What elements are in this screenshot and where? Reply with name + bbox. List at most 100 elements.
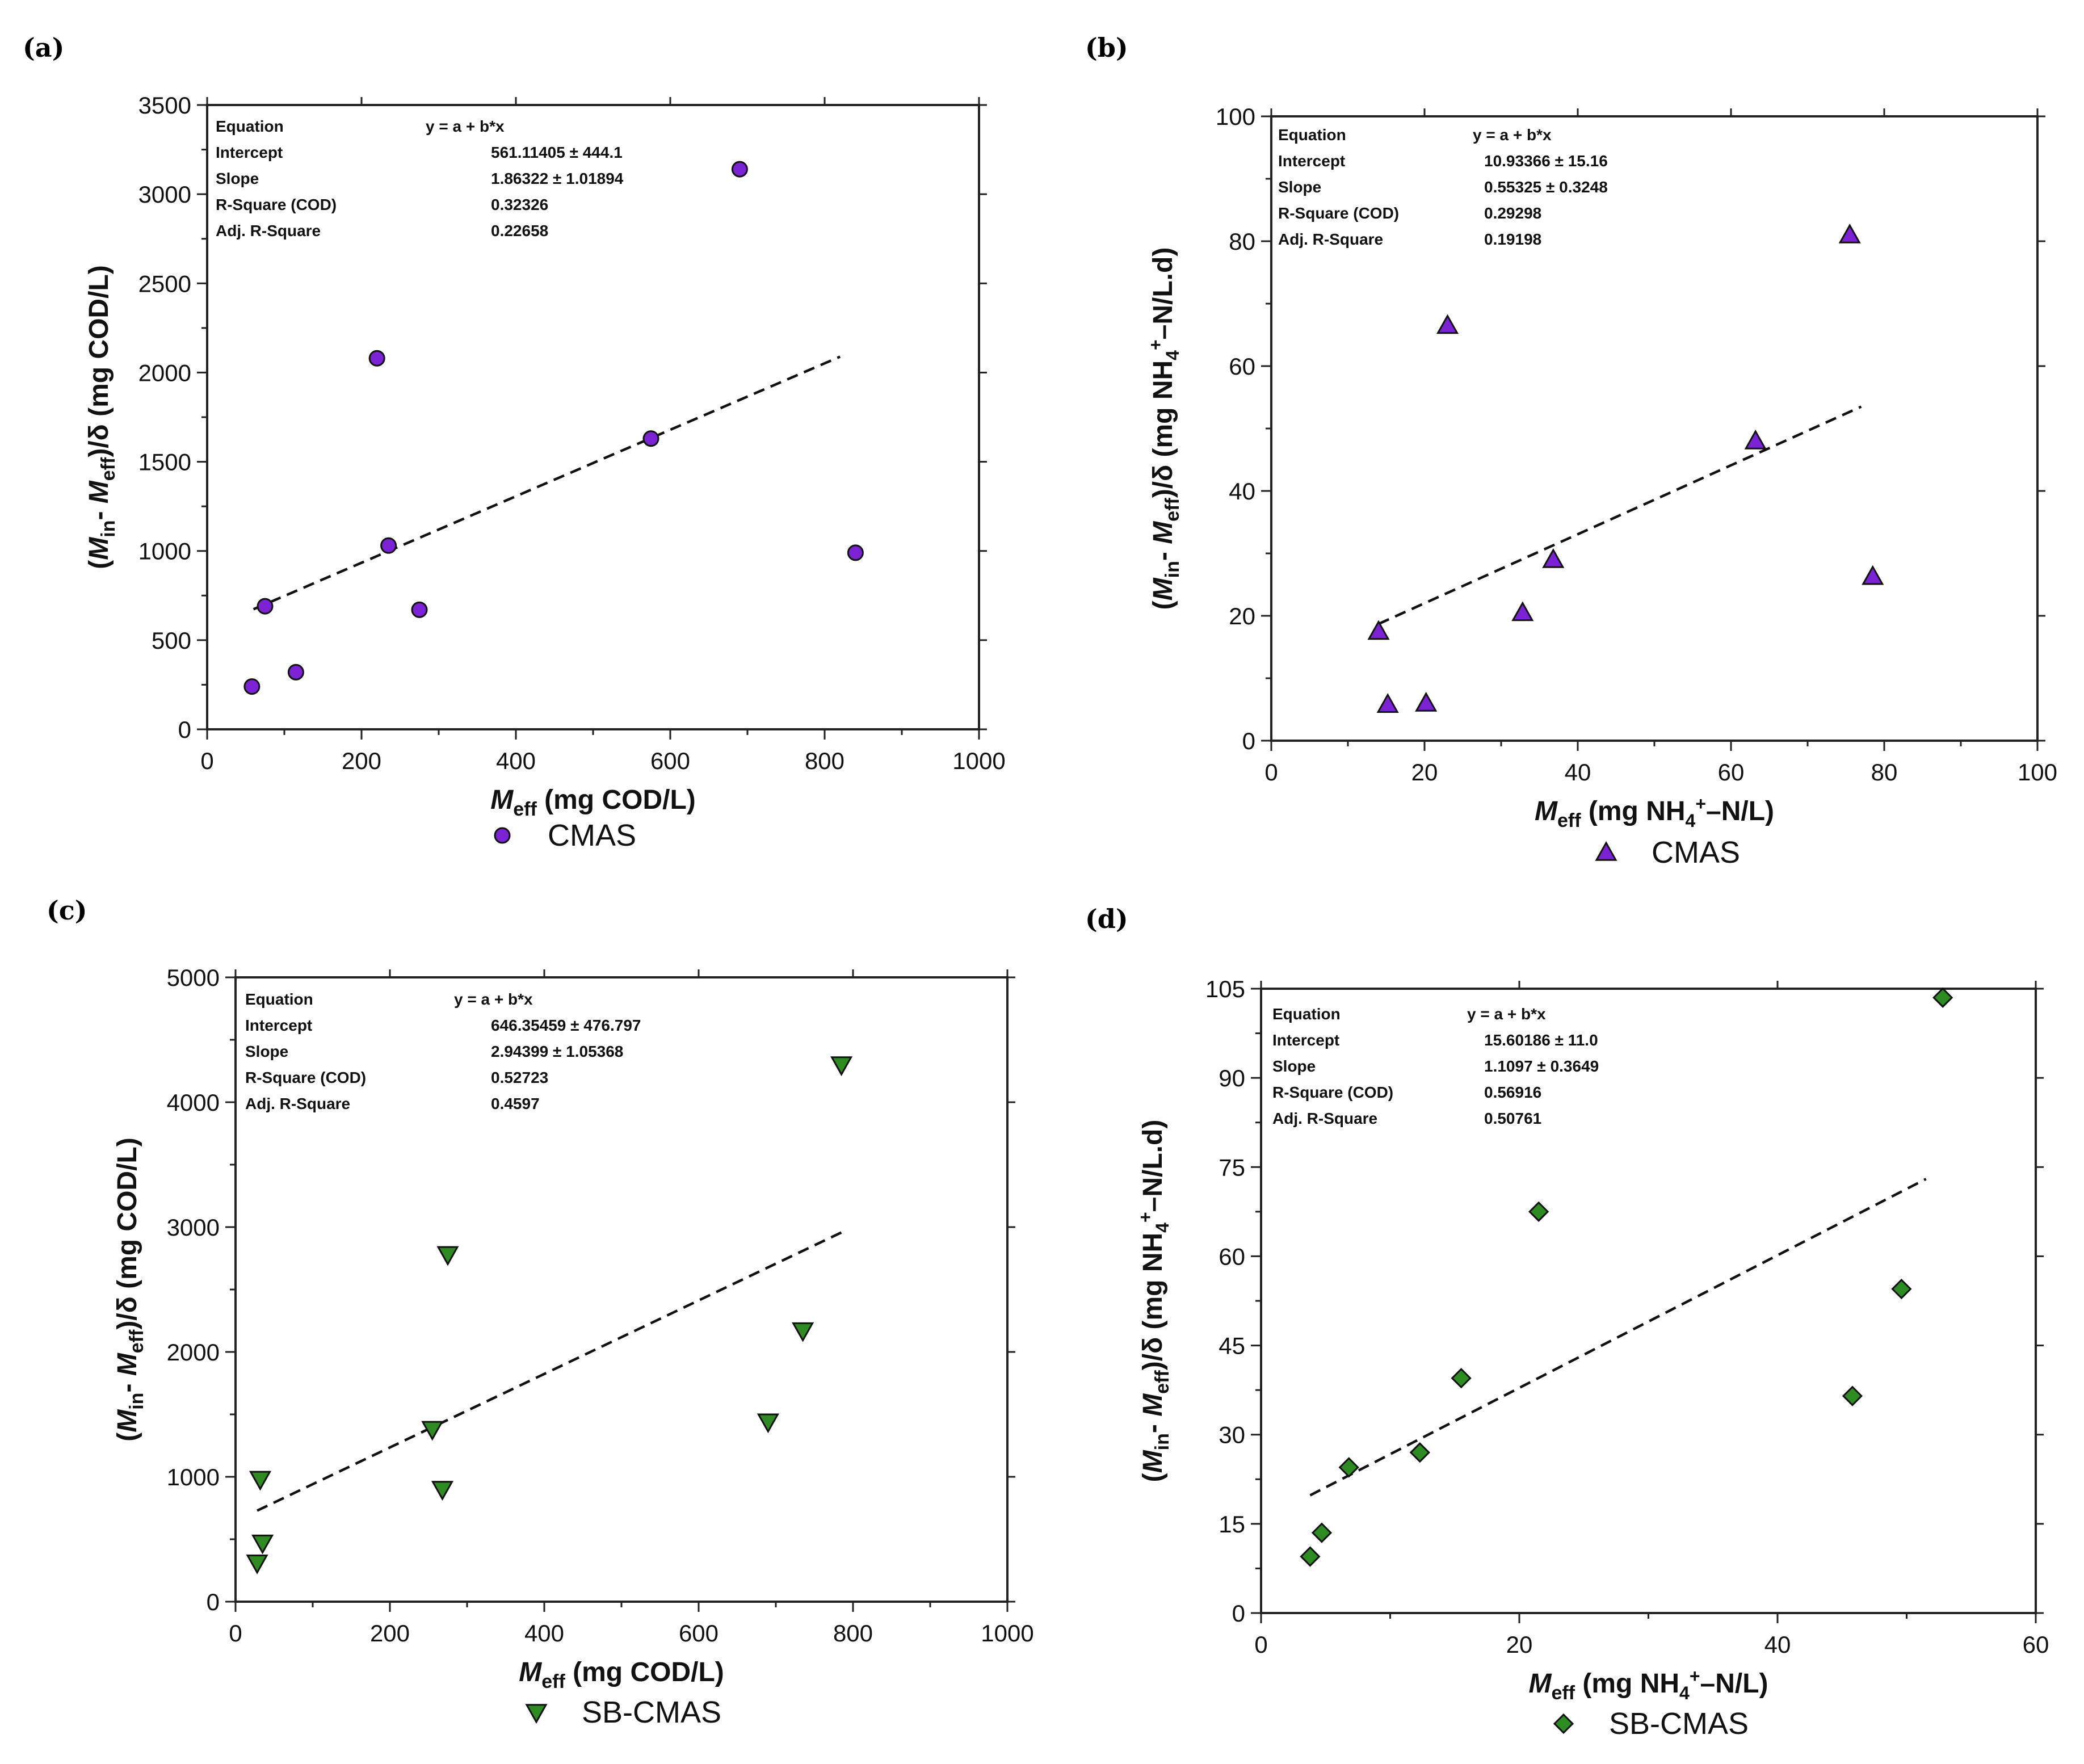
stats-value: y = a + b*x [1473, 126, 1552, 144]
legend-marker [494, 827, 511, 844]
data-point [1415, 691, 1438, 712]
panel-letter: (b) [1085, 32, 1128, 63]
data-point [421, 1421, 444, 1441]
y-tick-label: 75 [1219, 1154, 1245, 1181]
data-point [847, 544, 864, 561]
data-point [436, 1246, 459, 1266]
data-point [287, 663, 304, 681]
x-tick-label: 1000 [981, 1620, 1033, 1647]
stats-label: Adj. R-Square [245, 1095, 350, 1112]
y-tick-label: 60 [1229, 353, 1255, 380]
stats-value: 0.50761 [1484, 1110, 1541, 1127]
y-tick-label: 45 [1219, 1333, 1245, 1359]
stats-label: Equation [245, 990, 313, 1008]
stats-label: Slope [1272, 1057, 1316, 1075]
stats-value: y = a + b*x [426, 117, 505, 135]
x-tick-label: 600 [679, 1620, 719, 1647]
panel-letter: (c) [47, 895, 87, 926]
x-tick-label: 60 [1718, 759, 1745, 786]
data-point [792, 1322, 814, 1342]
stats-value: 561.11405 ± 444.1 [491, 144, 623, 161]
x-tick-label: 800 [833, 1620, 873, 1647]
x-axis-title: Meff (mg COD/L) [519, 1657, 724, 1692]
x-tick-label: 20 [1411, 759, 1438, 786]
legend-label: CMAS [1652, 835, 1740, 870]
x-tick-label: 200 [342, 747, 381, 774]
x-tick-label: 200 [370, 1620, 410, 1647]
y-tick-label: 3500 [138, 92, 191, 119]
stats-label: Slope [245, 1043, 288, 1060]
x-tick-label: 0 [200, 747, 213, 774]
stats-value: 2.94399 ± 1.05368 [491, 1043, 623, 1060]
y-tick-label: 80 [1229, 228, 1255, 255]
stats-value: 0.56916 [1484, 1083, 1541, 1101]
data-point [1338, 1457, 1359, 1478]
x-tick-label: 0 [1264, 759, 1278, 786]
data-point [1862, 565, 1884, 585]
y-tick-label: 0 [1242, 728, 1255, 754]
stats-label: R-Square (COD) [216, 196, 337, 213]
stats-value: 0.29298 [1484, 204, 1541, 222]
data-point [246, 1555, 268, 1574]
chart-panel-1: (a) 0 200 400 600 800 1000 0 500 1000 1500 2000 2500… [23, 32, 1006, 852]
legend-marker [1553, 1713, 1574, 1734]
y-tick-label: 0 [178, 716, 191, 743]
data-point [1409, 1442, 1430, 1463]
data-point [1528, 1201, 1549, 1222]
stats-value: 0.4597 [491, 1095, 540, 1112]
stats-label: Intercept [245, 1017, 312, 1034]
x-tick-label: 0 [1254, 1631, 1267, 1658]
data-point [1367, 620, 1390, 640]
y-axis-title: (Min- Meff)/δ (mg COD/L) [112, 1137, 148, 1441]
panel-letter: (a) [23, 32, 64, 63]
x-axis-title: Meff (mg NH4+–N/L) [1528, 1666, 1768, 1704]
x-axis-title: Meff (mg COD/L) [490, 785, 696, 820]
data-point [249, 1471, 272, 1491]
data-point [1932, 987, 1953, 1008]
y-tick-label: 0 [1232, 1600, 1245, 1627]
data-point [1744, 429, 1767, 450]
stats-label: Intercept [1278, 152, 1345, 170]
x-tick-label: 40 [1565, 759, 1591, 786]
data-point [830, 1056, 853, 1077]
y-tick-label: 30 [1219, 1422, 1245, 1448]
y-tick-label: 0 [207, 1589, 220, 1615]
stats-value: y = a + b*x [454, 990, 533, 1008]
x-tick-label: 60 [2023, 1631, 2049, 1658]
stats-label: R-Square (COD) [1278, 204, 1399, 222]
x-tick-label: 20 [1506, 1631, 1533, 1658]
y-tick-label: 20 [1229, 603, 1255, 629]
data-point [1300, 1546, 1321, 1567]
stats-value: 10.93366 ± 15.16 [1484, 152, 1608, 170]
data-point [1436, 314, 1459, 334]
data-point [251, 1534, 274, 1555]
data-point [1376, 693, 1399, 713]
stats-label: Intercept [216, 144, 283, 161]
data-point [642, 430, 659, 447]
data-point [1838, 223, 1861, 243]
y-tick-label: 5000 [167, 964, 220, 991]
y-tick-label: 1000 [138, 538, 191, 565]
legend-label: CMAS [548, 818, 636, 852]
fit-line [253, 355, 841, 611]
data-point [731, 161, 748, 178]
stats-label: Equation [1272, 1005, 1341, 1023]
stats-value: 0.22658 [491, 222, 548, 240]
stats-value: 646.35459 ± 476.797 [491, 1017, 641, 1034]
y-tick-label: 2000 [138, 359, 191, 386]
stats-label: Slope [1278, 178, 1321, 196]
legend-marker [1595, 841, 1617, 861]
x-tick-label: 80 [1871, 759, 1898, 786]
x-tick-label: 400 [496, 747, 536, 774]
stats-value: 0.55325 ± 0.3248 [1484, 178, 1608, 196]
stats-value: 0.32326 [491, 196, 548, 213]
y-tick-label: 100 [1216, 103, 1255, 130]
y-tick-label: 500 [152, 627, 191, 654]
data-point [1451, 1368, 1472, 1389]
data-point [368, 350, 385, 367]
data-point [1511, 601, 1534, 621]
data-point [380, 537, 397, 554]
legend: CMAS [494, 818, 636, 852]
stats-label: R-Square (COD) [245, 1069, 366, 1086]
